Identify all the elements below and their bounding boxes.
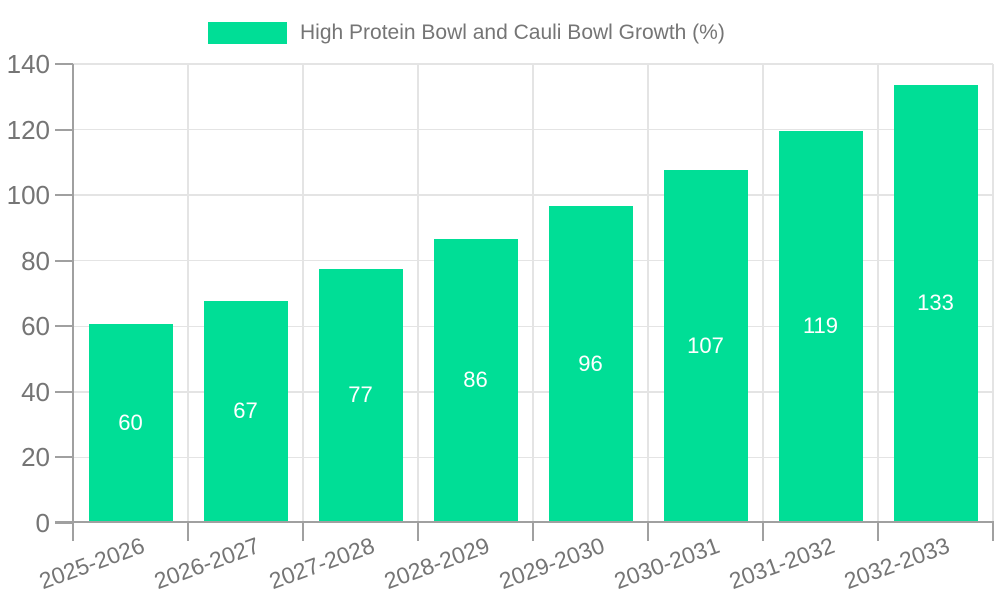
bar: 60 <box>88 324 173 521</box>
y-tick-mark <box>55 325 73 328</box>
bar: 133 <box>893 84 978 521</box>
legend-label: High Protein Bowl and Cauli Bowl Growth … <box>300 21 725 44</box>
bar-value-label: 96 <box>578 350 603 376</box>
x-gridline <box>532 64 534 523</box>
x-tick-mark <box>72 521 74 541</box>
bar-value-label: 60 <box>118 409 143 435</box>
bar: 96 <box>548 206 633 521</box>
y-tick-label: 120 <box>6 114 50 145</box>
y-tick-mark <box>55 194 73 197</box>
x-tick-mark <box>877 521 879 541</box>
x-tick-mark <box>532 521 534 541</box>
bar-value-label: 77 <box>348 381 373 407</box>
legend-swatch <box>208 22 287 44</box>
y-tick-mark <box>55 456 73 459</box>
bar: 67 <box>203 301 288 521</box>
bar-value-label: 107 <box>687 332 724 358</box>
plot-area: 60 67 77 86 96 107 119 133 <box>55 63 994 541</box>
x-tick-mark <box>302 521 304 541</box>
y-tick-mark <box>55 63 73 65</box>
x-tick-mark <box>647 521 649 541</box>
x-gridline <box>877 64 879 523</box>
bar: 77 <box>318 268 403 521</box>
x-gridline <box>302 64 304 523</box>
legend: High Protein Bowl and Cauli Bowl Growth … <box>208 21 725 45</box>
x-tick-mark <box>992 521 994 541</box>
y-tick-label: 100 <box>6 180 50 211</box>
x-tick-mark <box>187 521 189 541</box>
x-tick-mark <box>417 521 419 541</box>
x-gridline <box>762 64 764 523</box>
y-tick-mark <box>55 522 73 524</box>
y-axis-line <box>72 64 74 541</box>
y-tick-label: 60 <box>21 311 50 342</box>
bar: 107 <box>663 170 748 521</box>
bar-value-label: 86 <box>463 367 488 393</box>
y-tick-label: 80 <box>21 245 50 276</box>
bar-value-label: 133 <box>917 289 954 315</box>
x-gridline <box>417 64 419 523</box>
y-tick-label: 40 <box>21 376 50 407</box>
y-tick-label: 0 <box>35 508 50 538</box>
x-gridline <box>647 64 649 523</box>
y-tick-mark <box>55 390 73 393</box>
x-tick-mark <box>762 521 764 541</box>
bar: 86 <box>433 239 518 521</box>
y-tick-label: 140 <box>6 49 50 79</box>
x-gridline <box>187 64 189 523</box>
y-tick-mark <box>55 259 73 262</box>
y-tick-label: 20 <box>21 442 50 473</box>
x-gridline <box>992 64 994 523</box>
bar-value-label: 67 <box>233 398 258 424</box>
bar-value-label: 119 <box>802 312 839 338</box>
y-tick-mark <box>55 128 73 131</box>
bar: 119 <box>778 130 863 521</box>
x-axis-line <box>55 521 993 523</box>
